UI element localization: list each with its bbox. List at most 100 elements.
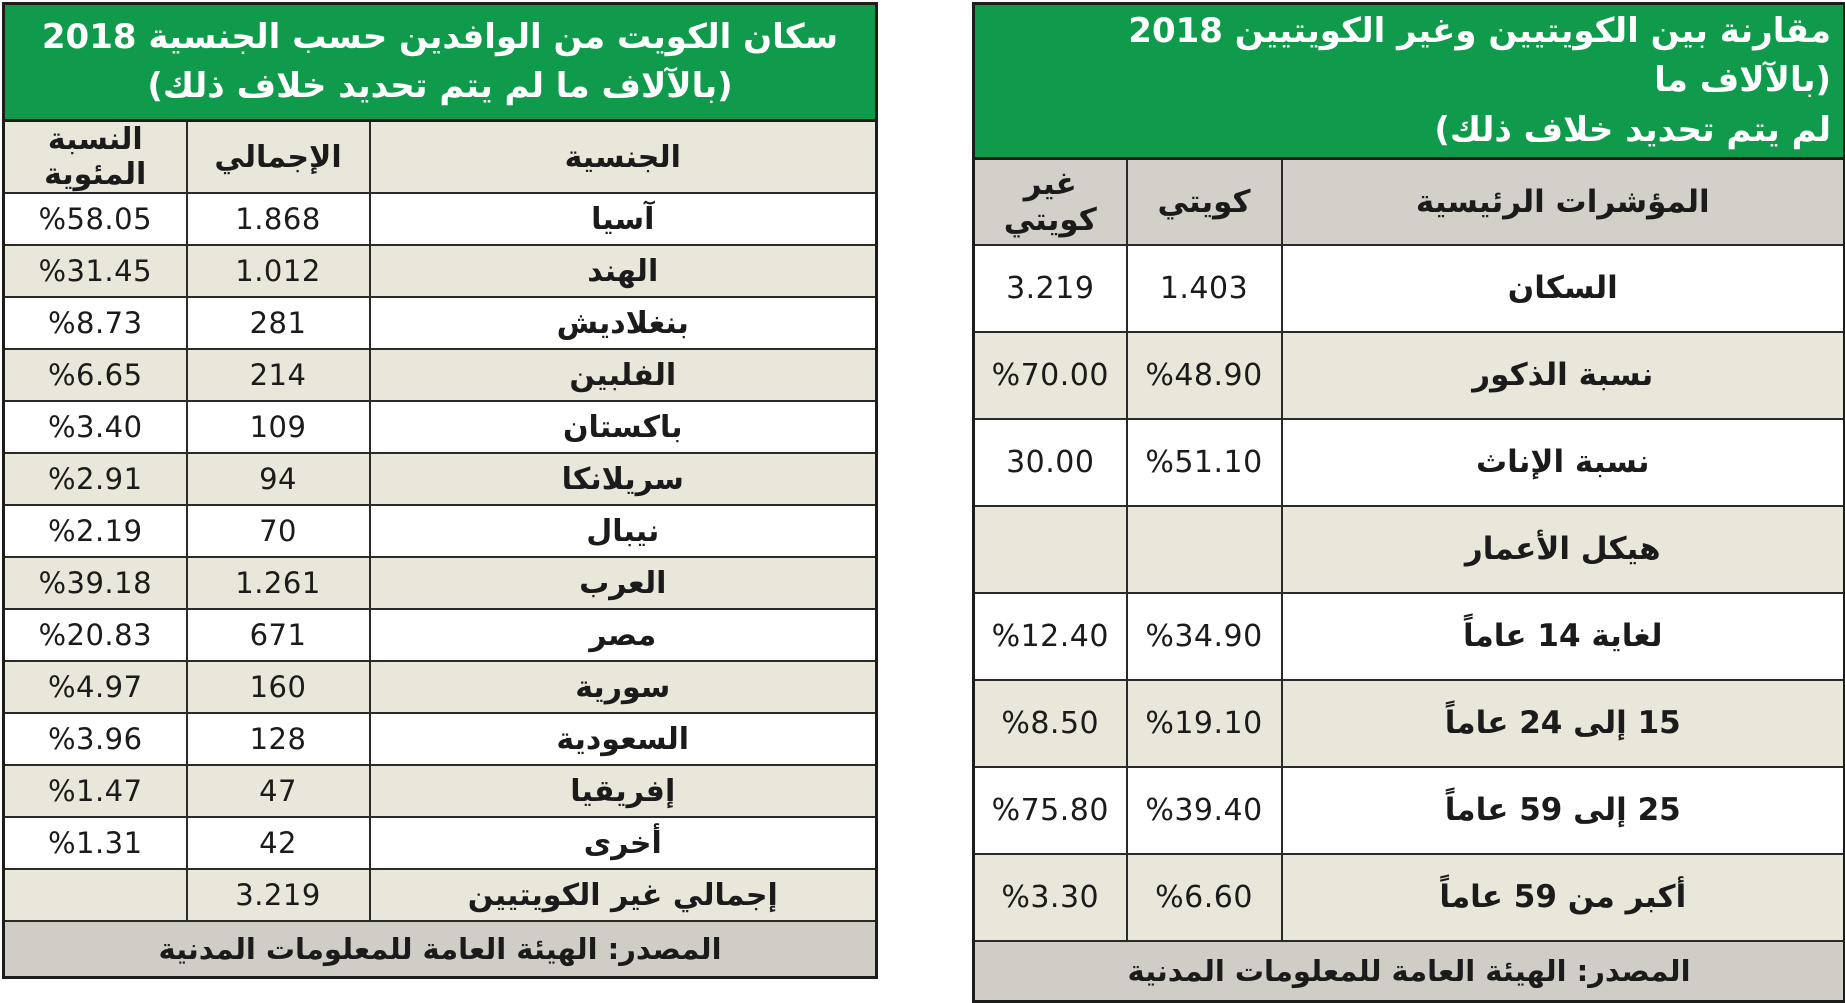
nationality-cell: سورية — [368, 660, 878, 714]
nationality-cell: العرب — [368, 556, 878, 610]
percent-cell: %3.40 — [2, 400, 188, 454]
non-kuwaiti-value-cell: %70.00 — [972, 330, 1128, 420]
nationality-cell: بنغلاديش — [368, 296, 878, 350]
indicator-section-cell: هيكل الأعمار — [1280, 504, 1845, 594]
non-kuwaiti-value-cell — [972, 504, 1128, 594]
kuwaiti-value-cell: %34.90 — [1125, 591, 1283, 681]
percent-cell: %1.47 — [2, 764, 188, 818]
percent-cell: %2.19 — [2, 504, 188, 558]
table-row: السعودية 128 %3.96 — [2, 712, 878, 766]
table-row: هيكل الأعمار — [972, 504, 1845, 594]
table-row: نسبة الذكور %48.90 %70.00 — [972, 330, 1845, 420]
nationality-cell: باكستان — [368, 400, 878, 454]
table-row: المصدر: الهيئة العامة للمعلومات المدنية — [972, 939, 1845, 1003]
expats-by-nationality-table: سكان الكويت من الوافدين حسب الجنسية 2018… — [1, 2, 879, 979]
total-cell: 70 — [185, 504, 371, 558]
indicator-cell: 15 إلى 24 عاماً — [1280, 678, 1845, 768]
percent-cell — [2, 868, 188, 922]
table-row: بنغلاديش 281 %8.73 — [2, 296, 878, 350]
table-row: 15 إلى 24 عاماً %19.10 %8.50 — [972, 678, 1845, 768]
nationality-cell: آسيا — [368, 192, 878, 246]
right-table-title-line1: مقارنة بين الكويتيين وغير الكويتيين 2018… — [1128, 11, 1832, 101]
table-row: آسيا 1.868 %58.05 — [2, 192, 878, 246]
column-header-nationality: الجنسية — [368, 119, 878, 194]
total-cell: 671 — [185, 608, 371, 662]
total-cell: 1.868 — [185, 192, 371, 246]
source-note: المصدر: الهيئة العامة للمعلومات المدنية — [2, 920, 878, 979]
indicator-cell: نسبة الذكور — [1280, 330, 1845, 420]
nationality-cell: السعودية — [368, 712, 878, 766]
table-row: المصدر: الهيئة العامة للمعلومات المدنية — [2, 920, 878, 979]
total-cell: 128 — [185, 712, 371, 766]
percent-cell: %6.65 — [2, 348, 188, 402]
total-cell: 160 — [185, 660, 371, 714]
kuwaiti-value-cell — [1125, 504, 1283, 594]
column-header-non-kuwaiti: غير كويتي — [972, 157, 1128, 246]
total-cell: 3.219 — [185, 868, 371, 922]
column-header-indicators: المؤشرات الرئيسية — [1280, 157, 1845, 246]
indicator-cell: لغاية 14 عاماً — [1280, 591, 1845, 681]
table-row: سريلانكا 94 %2.91 — [2, 452, 878, 506]
nationality-cell: إجمالي غير الكويتيين — [368, 868, 878, 922]
table-row: نيبال 70 %2.19 — [2, 504, 878, 558]
source-note: المصدر: الهيئة العامة للمعلومات المدنية — [972, 939, 1845, 1003]
nationality-cell: الفلبين — [368, 348, 878, 402]
table-row: سكان الكويت من الوافدين حسب الجنسية 2018… — [1, 2, 879, 122]
kuwaiti-value-cell: %48.90 — [1125, 330, 1283, 420]
percent-cell: %8.73 — [2, 296, 188, 350]
percent-cell: %58.05 — [2, 192, 188, 246]
total-cell: 214 — [185, 348, 371, 402]
percent-cell: %31.45 — [2, 244, 188, 298]
table-row: مقارنة بين الكويتيين وغير الكويتيين 2018… — [971, 2, 1845, 160]
column-header-percent: النسبة المئوية — [2, 119, 188, 194]
table-row: الفلبين 214 %6.65 — [2, 348, 878, 402]
right-table-title: مقارنة بين الكويتيين وغير الكويتيين 2018… — [971, 2, 1845, 160]
percent-cell: %3.96 — [2, 712, 188, 766]
table-row: العرب 1.261 %39.18 — [2, 556, 878, 610]
non-kuwaiti-value-cell: %8.50 — [972, 678, 1128, 768]
table-row: مصر 671 %20.83 — [2, 608, 878, 662]
right-table-title-line2: لم يتم تحديد خلاف ذلك) — [1434, 109, 1832, 150]
table-row: أكبر من 59 عاماً %6.60 %3.30 — [972, 852, 1845, 942]
kuwaiti-value-cell: %39.40 — [1125, 765, 1283, 855]
table-row: لغاية 14 عاماً %34.90 %12.40 — [972, 591, 1845, 681]
total-cell: 281 — [185, 296, 371, 350]
nationality-cell: نيبال — [368, 504, 878, 558]
total-cell: 42 — [185, 816, 371, 870]
table-row: الهند 1.012 %31.45 — [2, 244, 878, 298]
indicator-cell: أكبر من 59 عاماً — [1280, 852, 1845, 942]
table-row: سورية 160 %4.97 — [2, 660, 878, 714]
kuwaiti-value-cell: %51.10 — [1125, 417, 1283, 507]
table-row: باكستان 109 %3.40 — [2, 400, 878, 454]
nationality-cell: سريلانكا — [368, 452, 878, 506]
indicator-cell: نسبة الإناث — [1280, 417, 1845, 507]
nationality-cell: مصر — [368, 608, 878, 662]
nationality-cell: إفريقيا — [368, 764, 878, 818]
total-cell: 47 — [185, 764, 371, 818]
non-kuwaiti-value-cell: %75.80 — [972, 765, 1128, 855]
non-kuwaiti-value-cell: 3.219 — [972, 243, 1128, 333]
left-table-title-line1: سكان الكويت من الوافدين حسب الجنسية 2018 — [41, 16, 839, 57]
nationality-cell: أخرى — [368, 816, 878, 870]
kuwaiti-vs-nonkuwaiti-table: مقارنة بين الكويتيين وغير الكويتيين 2018… — [971, 2, 1845, 1003]
nationality-cell: الهند — [368, 244, 878, 298]
kuwaiti-value-cell: %19.10 — [1125, 678, 1283, 768]
table-row: إجمالي غير الكويتيين 3.219 — [2, 868, 878, 922]
percent-cell: %20.83 — [2, 608, 188, 662]
total-cell: 1.012 — [185, 244, 371, 298]
indicator-cell: 25 إلى 59 عاماً — [1280, 765, 1845, 855]
left-table-title: سكان الكويت من الوافدين حسب الجنسية 2018… — [1, 2, 879, 122]
percent-cell: %1.31 — [2, 816, 188, 870]
table-row: إفريقيا 47 %1.47 — [2, 764, 878, 818]
percent-cell: %2.91 — [2, 452, 188, 506]
left-table-title-line2: (بالآلاف ما لم يتم تحديد خلاف ذلك) — [147, 66, 733, 106]
total-cell: 109 — [185, 400, 371, 454]
table-row: أخرى 42 %1.31 — [2, 816, 878, 870]
non-kuwaiti-value-cell: %12.40 — [972, 591, 1128, 681]
total-cell: 94 — [185, 452, 371, 506]
kuwaiti-value-cell: %6.60 — [1125, 852, 1283, 942]
percent-cell: %4.97 — [2, 660, 188, 714]
non-kuwaiti-value-cell: 30.00 — [972, 417, 1128, 507]
total-cell: 1.261 — [185, 556, 371, 610]
percent-cell: %39.18 — [2, 556, 188, 610]
